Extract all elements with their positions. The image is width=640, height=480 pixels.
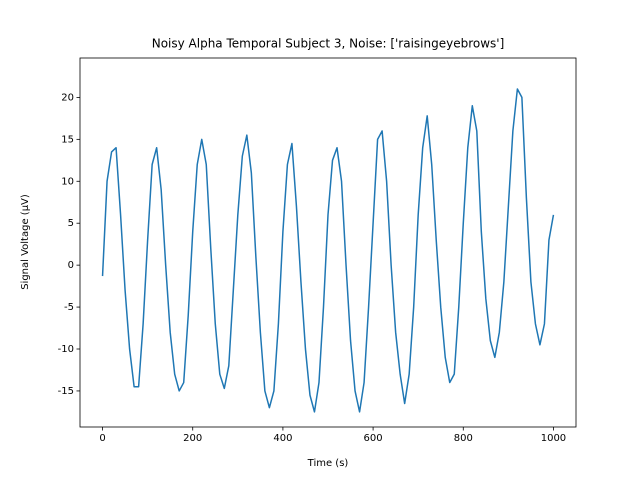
x-tick-label: 200 bbox=[183, 433, 202, 444]
x-tick-label: 400 bbox=[273, 433, 292, 444]
x-axis-label: Time (s) bbox=[307, 458, 349, 469]
y-tick-label: -15 bbox=[58, 386, 74, 397]
plot-frame bbox=[79, 57, 577, 428]
y-tick-label: 10 bbox=[61, 176, 74, 187]
x-tick-label: 600 bbox=[364, 433, 383, 444]
y-tick-label: 5 bbox=[68, 218, 74, 229]
y-tick-label: -5 bbox=[64, 302, 74, 313]
y-tick-label: -10 bbox=[58, 344, 74, 355]
y-tick-label: 0 bbox=[68, 260, 74, 271]
x-tick-label: 1000 bbox=[541, 433, 566, 444]
y-tick-label: 20 bbox=[61, 92, 74, 103]
line-series bbox=[101, 88, 555, 413]
y-axis-label: Signal Voltage (μV) bbox=[20, 194, 31, 290]
x-tick-label: 0 bbox=[99, 433, 105, 444]
x-tick-label: 800 bbox=[454, 433, 473, 444]
y-tick-label: 15 bbox=[61, 134, 74, 145]
chart-title: Noisy Alpha Temporal Subject 3, Noise: [… bbox=[152, 37, 505, 51]
